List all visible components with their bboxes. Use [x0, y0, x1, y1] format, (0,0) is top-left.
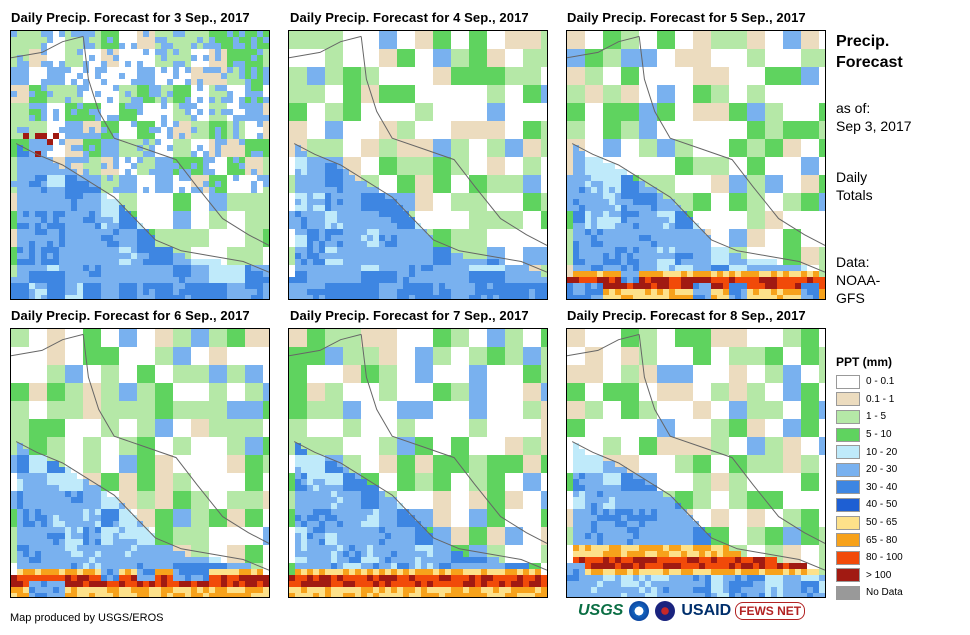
coastline — [567, 333, 640, 357]
precip-grid — [567, 31, 825, 299]
panel-title-1: Daily Precip. Forecast for 3 Sep., 2017 — [11, 10, 250, 25]
coastline — [360, 334, 547, 544]
nasa-seal-icon — [655, 601, 676, 621]
legend-item: No Data — [836, 584, 966, 602]
legend-label: 1 - 5 — [866, 411, 887, 423]
legend-swatch — [836, 445, 860, 460]
legend-swatch — [836, 550, 860, 565]
panel-title-5: Daily Precip. Forecast for 7 Sep., 2017 — [290, 308, 529, 323]
sidebar-daily-line1: Daily — [836, 169, 868, 185]
legend-item: 65 - 80 — [836, 531, 966, 549]
precip-grid — [11, 31, 269, 299]
fews-net-logo: FEWS NET — [735, 602, 806, 620]
precip-grid — [289, 329, 547, 597]
sidebar-title: Precip. Forecast — [836, 31, 903, 73]
coastline — [11, 35, 84, 59]
legend-label: > 100 — [866, 569, 892, 581]
coastline — [289, 333, 362, 357]
precip-grid — [289, 31, 547, 299]
legend-label: 30 - 40 — [866, 481, 898, 493]
legend-swatch — [836, 409, 860, 424]
forecast-map-sep-4 — [288, 30, 548, 300]
legend-swatch — [836, 480, 860, 495]
sidebar-daily-totals: Daily Totals — [836, 168, 873, 204]
sidebar-daily-line2: Totals — [836, 187, 873, 203]
ppt-legend: PPT (mm) 0 - 0.1 0.1 - 1 1 - 5 5 - 10 10 - 2… — [836, 355, 966, 602]
legend-swatch — [836, 392, 860, 407]
coastline — [82, 334, 269, 544]
coastline — [293, 441, 547, 571]
forecast-map-sep-8 — [566, 328, 826, 598]
coastline — [11, 333, 84, 357]
legend-item: 80 - 100 — [836, 549, 966, 567]
coastline — [289, 35, 362, 59]
legend-item: 1 - 5 — [836, 408, 966, 426]
sidebar-title-line1: Precip. — [836, 33, 890, 50]
coastline — [571, 143, 825, 273]
legend-swatch — [836, 462, 860, 477]
panel-title-6: Daily Precip. Forecast for 8 Sep., 2017 — [567, 308, 806, 323]
coastline — [15, 441, 269, 571]
legend-item: 50 - 65 — [836, 514, 966, 532]
forecast-map-sep-6 — [10, 328, 270, 598]
map-credit: Map produced by USGS/EROS — [10, 612, 164, 624]
legend-label: No Data — [866, 587, 903, 599]
legend-label: 0 - 0.1 — [866, 376, 895, 388]
legend-item: > 100 — [836, 567, 966, 585]
legend-swatch — [836, 427, 860, 442]
legend-item: 30 - 40 — [836, 479, 966, 497]
coastline — [638, 334, 825, 544]
legend-label: 40 - 50 — [866, 499, 898, 511]
legend-rows: 0 - 0.1 0.1 - 1 1 - 5 5 - 10 10 - 20 20 - 30 3… — [836, 373, 966, 602]
legend-label: 10 - 20 — [866, 446, 898, 458]
legend-swatch — [836, 515, 860, 530]
legend-label: 20 - 30 — [866, 464, 898, 476]
sidebar-data-line1: Data: — [836, 254, 870, 270]
legend-swatch — [836, 497, 860, 512]
legend-item: 40 - 50 — [836, 496, 966, 514]
sidebar-data-source: Data: NOAA- GFS — [836, 253, 880, 307]
legend-swatch — [836, 585, 860, 600]
legend-swatch — [836, 568, 860, 583]
legend-title: PPT (mm) — [836, 355, 893, 369]
usgs-logo: USGS — [578, 602, 624, 619]
coastline — [15, 143, 269, 273]
sidebar-asof-label: as of: — [836, 100, 871, 116]
legend-label: 5 - 10 — [866, 429, 892, 441]
panel-title-2: Daily Precip. Forecast for 4 Sep., 2017 — [290, 10, 529, 25]
legend-item: 5 - 10 — [836, 426, 966, 444]
forecast-map-sep-5 — [566, 30, 826, 300]
legend-swatch — [836, 374, 860, 389]
forecast-map-sep-7 — [288, 328, 548, 598]
coastline — [567, 35, 640, 59]
coastline — [82, 36, 269, 246]
legend-item: 0.1 - 1 — [836, 391, 966, 409]
panel-title-3: Daily Precip. Forecast for 5 Sep., 2017 — [567, 10, 806, 25]
coastline — [360, 36, 547, 246]
legend-swatch — [836, 533, 860, 548]
usaid-logo: USAID — [681, 602, 732, 619]
sidebar-data-line3: GFS — [836, 290, 865, 306]
precip-grid — [11, 329, 269, 597]
coastline — [293, 143, 547, 273]
coastline — [571, 441, 825, 571]
legend-item: 10 - 20 — [836, 443, 966, 461]
partner-logos: USGS USAID FEWS NET — [578, 601, 806, 621]
legend-label: 50 - 65 — [866, 517, 898, 529]
sidebar-title-line2: Forecast — [836, 54, 903, 71]
legend-label: 80 - 100 — [866, 552, 903, 564]
legend-label: 0.1 - 1 — [866, 393, 895, 405]
sidebar-asof-date: Sep 3, 2017 — [836, 118, 912, 134]
legend-label: 65 - 80 — [866, 534, 898, 546]
legend-item: 0 - 0.1 — [836, 373, 966, 391]
panel-title-4: Daily Precip. Forecast for 6 Sep., 2017 — [11, 308, 250, 323]
noaa-logo-icon — [629, 601, 650, 621]
legend-item: 20 - 30 — [836, 461, 966, 479]
sidebar-data-line2: NOAA- — [836, 272, 881, 288]
sidebar-asof: as of: Sep 3, 2017 — [836, 99, 912, 135]
coastline — [638, 36, 825, 246]
forecast-map-sep-3 — [10, 30, 270, 300]
precip-grid — [567, 329, 825, 597]
